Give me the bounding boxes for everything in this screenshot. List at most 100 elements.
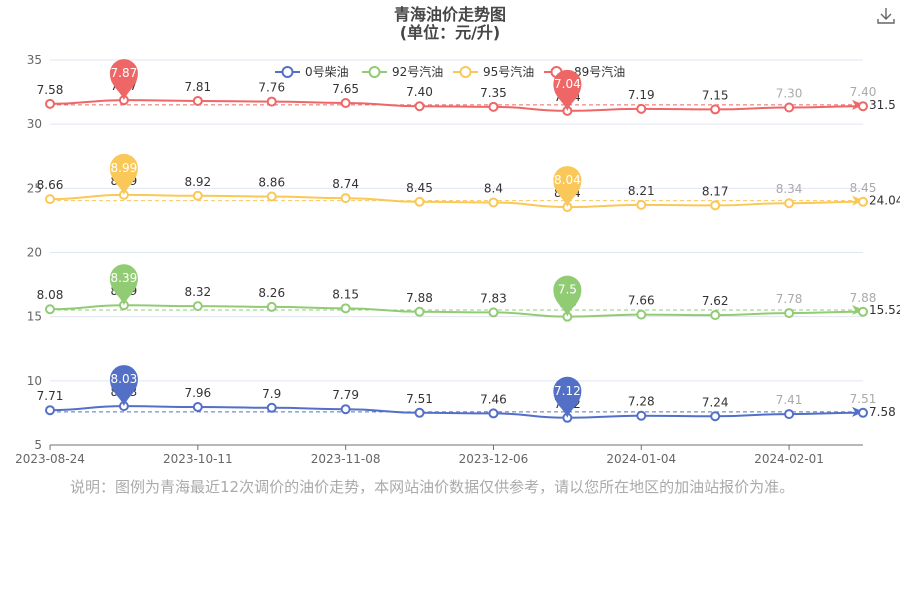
average-label: 31.5 [869,98,896,112]
data-point[interactable] [636,199,647,210]
data-point[interactable] [710,104,721,115]
data-point[interactable] [266,301,277,312]
data-point[interactable] [414,101,425,112]
average-label: 15.52 [869,303,900,317]
download-icon[interactable] [874,4,898,28]
marker-pin: 7.12 [553,376,582,418]
data-label: 8.08 [37,288,64,302]
data-point[interactable] [45,194,55,205]
chart-subtitle: (单位：元/升) [400,23,500,42]
data-label: 8.21 [628,184,655,198]
data-point[interactable] [488,197,499,208]
data-point[interactable] [414,407,425,418]
legend-marker [281,66,294,78]
data-point[interactable] [192,95,203,106]
data-label: 8.15 [332,287,359,301]
data-label: 7.19 [628,88,655,102]
data-point[interactable] [266,402,277,413]
data-label: 7.88 [850,291,877,305]
data-label: 7.65 [332,82,359,96]
data-label: 8.74 [332,177,359,191]
pin-label: 7.5 [558,283,577,297]
data-point[interactable] [784,308,795,319]
y-tick-label: 25 [27,181,42,195]
data-label: 7.79 [332,388,359,402]
y-grid [50,59,863,382]
pin-label: 8.04 [554,173,581,187]
y-tick-label: 5 [34,438,42,452]
data-point[interactable] [710,200,721,211]
pin-shape [109,264,138,306]
data-point[interactable] [784,198,795,209]
series-0: 7.58 7.71 8.03 7.96 7.9 7.79 7.51 7.46 7.12 7.28 7… [37,365,896,423]
legend-item-1[interactable]: 92号汽油 [362,64,443,79]
data-point[interactable] [858,196,868,207]
pin-label: 7.04 [554,77,581,91]
data-point[interactable] [414,196,425,207]
data-point[interactable] [858,306,868,317]
data-label: 7.51 [406,392,433,406]
legend-label: 92号汽油 [392,64,443,79]
data-point[interactable] [266,191,277,202]
plot-area: 7.58 7.71 8.03 7.96 7.9 7.79 7.51 7.46 7.12 7.28 7… [37,59,900,423]
data-point[interactable] [784,409,795,420]
data-label: 8.32 [184,285,211,299]
marker-pin: 8.03 [109,365,138,407]
y-tick-label: 20 [27,246,42,260]
data-point[interactable] [710,310,721,321]
data-point[interactable] [45,98,55,109]
marker-pin: 8.99 [109,153,138,195]
legend-item-0[interactable]: 0号柴油 [275,65,349,79]
data-point[interactable] [192,190,203,201]
data-label: 7.51 [850,392,877,406]
data-point[interactable] [784,102,795,113]
data-label: 8.92 [184,175,211,189]
data-point[interactable] [340,404,351,415]
data-label: 8.45 [406,181,433,195]
data-label: 7.83 [480,291,507,305]
average-line-arrow [852,99,864,110]
legend-label: 0号柴油 [305,65,349,79]
data-label: 7.15 [702,88,729,102]
x-tick-label: 2023-08-24 [15,452,85,466]
data-point[interactable] [340,97,351,108]
data-label: 7.88 [406,291,433,305]
y-tick-label: 30 [27,117,42,131]
data-point[interactable] [192,402,203,413]
data-point[interactable] [45,405,55,416]
data-point[interactable] [710,411,721,422]
legend-item-2[interactable]: 95号汽油 [453,64,534,79]
series-line [49,405,864,419]
data-point[interactable] [488,408,499,419]
data-point[interactable] [858,407,868,418]
y-tick-label: 15 [27,310,42,324]
y-tick-label: 35 [27,53,42,67]
data-point[interactable] [858,101,868,112]
axes: 5 10 15 20 25 30 35 2023-08-24 2023-10-11 2023-11… [15,53,863,466]
data-point[interactable] [45,304,55,315]
pin-label: 8.99 [111,161,138,175]
data-label: 7.71 [37,389,64,403]
data-point[interactable] [340,193,351,204]
data-point[interactable] [266,96,277,107]
data-label: 7.30 [776,86,803,100]
data-point[interactable] [488,307,499,318]
data-point[interactable] [192,301,203,312]
series-line [49,304,864,318]
data-point[interactable] [414,306,425,317]
data-label: 7.66 [628,294,655,308]
data-point[interactable] [340,303,351,314]
pin-label: 8.03 [111,372,138,386]
legend-marker [459,66,472,78]
data-point[interactable] [636,103,647,114]
data-point[interactable] [636,410,647,421]
series-line [49,193,864,209]
data-point[interactable] [636,309,647,320]
data-point[interactable] [488,101,499,112]
data-label: 7.78 [776,292,803,306]
average-line-arrow [852,406,864,417]
pin-label: 8.39 [111,271,138,285]
legend[interactable]: 0号柴油 92号汽油 95号汽油 89号汽油 [275,64,625,79]
series-2: 24.04 8.66 8.99 8.92 8.86 8.74 8.45 8.4 8.04 8.21… [37,153,900,213]
